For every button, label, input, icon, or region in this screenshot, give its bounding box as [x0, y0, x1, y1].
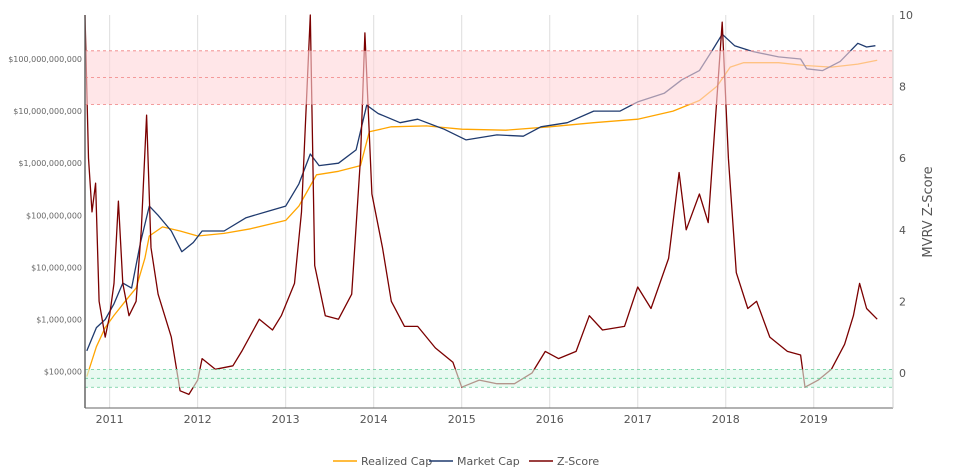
x-tick-label: 2019	[800, 413, 828, 426]
y-right-tick-label: 10	[899, 9, 913, 22]
y-left-tick-label: $100,000,000,000	[8, 55, 82, 64]
x-tick-label: 2017	[624, 413, 652, 426]
y-right-tick-label: 0	[899, 367, 906, 380]
legend-label: Z-Score	[557, 455, 599, 468]
x-tick-label: 2011	[96, 413, 124, 426]
right-axis-title: MVRV Z-Score	[921, 166, 936, 257]
x-tick-label: 2014	[360, 413, 388, 426]
y-left-tick-label: $10,000,000	[31, 263, 82, 272]
x-tick-label: 2016	[536, 413, 564, 426]
series-realized-cap	[86, 59, 878, 377]
legend-label: Market Cap	[457, 455, 520, 468]
y-right-tick-label: 2	[899, 295, 906, 308]
legend: Realized Cap Market Cap Z-Score	[333, 455, 599, 468]
x-tick-label: 2013	[272, 413, 300, 426]
y-right-tick-label: 4	[899, 224, 906, 237]
series-z-score	[84, 14, 878, 396]
y-left-tick-label: $1,000,000	[36, 315, 82, 324]
y-left-tick-label: $1,000,000,000	[18, 159, 82, 168]
x-tick-label: 2018	[712, 413, 740, 426]
axes: 2011 2012 2013 2014 2015 2016 2017 2018 2019 $100…	[8, 9, 913, 426]
y-right-tick-label: 6	[899, 152, 906, 165]
x-tick-label: 2012	[184, 413, 212, 426]
y-left-tick-label: $100,000	[44, 368, 82, 377]
y-left-tick-label: $100,000,000	[26, 211, 82, 220]
x-tick-label: 2015	[448, 413, 476, 426]
y-left-tick-label: $10,000,000,000	[13, 107, 82, 116]
bands	[85, 50, 893, 388]
series-market-cap	[86, 33, 876, 352]
legend-label: Realized Cap	[361, 455, 432, 468]
y-right-tick-label: 8	[899, 81, 906, 94]
